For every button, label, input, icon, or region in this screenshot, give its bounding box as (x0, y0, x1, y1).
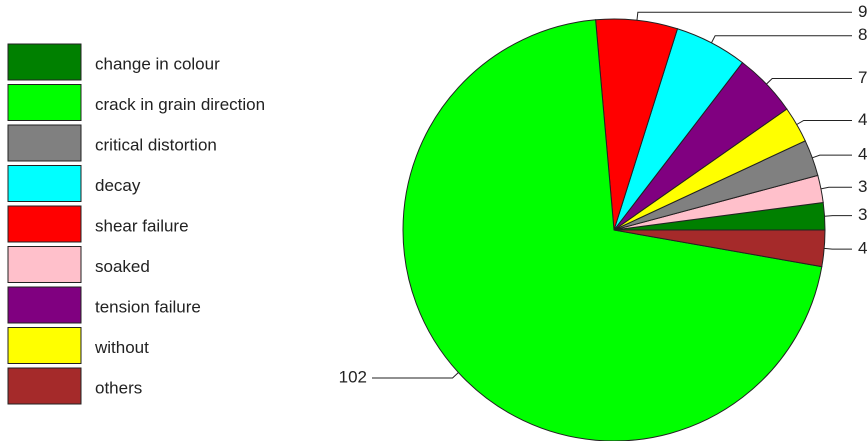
slice-label: 3 (858, 205, 867, 224)
legend-label: decay (95, 176, 141, 195)
leader-line (824, 215, 852, 217)
slice-label: 3 (858, 177, 867, 196)
legend-label: without (94, 338, 149, 357)
legend-swatch (7, 165, 82, 202)
legend-swatch (7, 205, 82, 243)
slice-label: 4 (858, 239, 867, 258)
leader-line (824, 247, 852, 250)
legend-swatch (7, 124, 82, 162)
legend-swatch (7, 43, 82, 81)
slice-label: 4 (858, 110, 867, 129)
legend-swatch (7, 84, 82, 121)
slice-label: 8 (858, 25, 867, 44)
legend-label: tension failure (95, 297, 201, 316)
legend-label: shear failure (95, 216, 189, 235)
legend-swatch (7, 327, 82, 364)
legend-swatch (7, 367, 82, 405)
leader-line (820, 186, 852, 190)
pie-slice (613, 229, 826, 268)
legend-swatch (7, 246, 82, 283)
slice-label: 9 (858, 2, 867, 21)
leader-line (766, 78, 852, 85)
leader-line (796, 120, 852, 125)
legend-label: soaked (95, 257, 150, 276)
slice-label: 7 (858, 68, 867, 87)
leader-line (710, 35, 852, 44)
legend-swatch (7, 286, 82, 324)
slice-label: 102 (339, 367, 367, 386)
slice-label: 4 (858, 145, 867, 164)
legend-label: others (95, 378, 142, 397)
leader-line (372, 372, 459, 379)
leader-line (812, 154, 852, 159)
legend-label: critical distortion (95, 135, 217, 154)
legend-label: change in colour (95, 54, 220, 73)
leader-line (636, 11, 852, 21)
legend-label: crack in grain direction (95, 95, 265, 114)
